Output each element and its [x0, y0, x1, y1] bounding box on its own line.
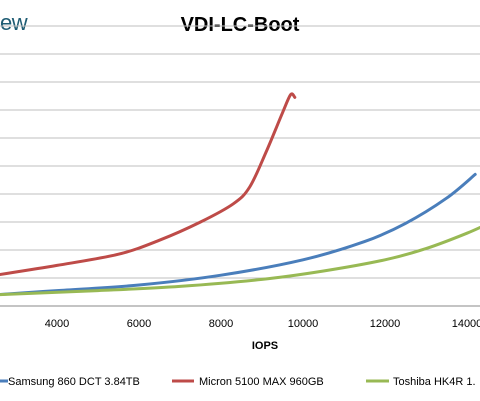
- brand-logo-fragment: ew: [0, 10, 28, 35]
- series-line-2: [0, 92, 297, 277]
- x-tick-label: 12000: [370, 318, 401, 330]
- legend-label-3: Toshiba HK4R 1.: [393, 376, 476, 388]
- x-tick-label: 4000: [45, 318, 69, 330]
- x-axis-label: IOPS: [252, 340, 278, 352]
- x-tick-label: 8000: [209, 318, 233, 330]
- x-tick-label: 10000: [288, 318, 319, 330]
- chart-title: VDI-LC-Boot: [180, 14, 300, 36]
- gridlines: [0, 25, 480, 307]
- x-tick-label: 6000: [127, 318, 151, 330]
- x-axis-ticks: 4000 6000 8000 10000 12000 14000: [45, 318, 480, 330]
- x-tick-label: 14000: [452, 318, 480, 330]
- series-line-3: [0, 225, 480, 297]
- series-line-1: [0, 172, 477, 296]
- legend: Samsung 860 DCT 3.84TB Micron 5100 MAX 96…: [0, 376, 476, 388]
- legend-label-2: Micron 5100 MAX 960GB: [199, 376, 324, 388]
- legend-label-1: Samsung 860 DCT 3.84TB: [8, 376, 140, 388]
- series-lines: [0, 92, 480, 297]
